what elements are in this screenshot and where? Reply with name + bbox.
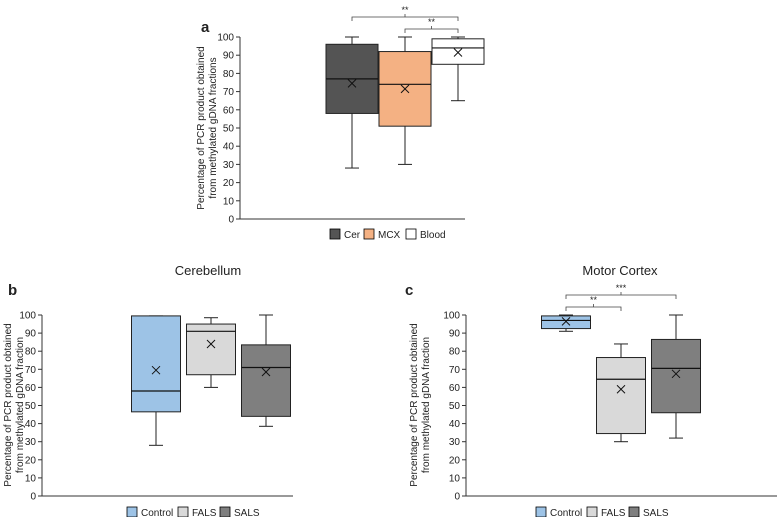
y-tick-label: 30	[449, 437, 461, 448]
y-tick-label: 90	[223, 51, 235, 62]
y-tick-label: 20	[25, 455, 37, 466]
significance-bracket	[404, 28, 459, 33]
panel-b-ylabel-line1: Percentage of PCR product obtained	[3, 323, 14, 486]
panel-c-ylabel-line1: Percentage of PCR product obtained	[409, 323, 420, 486]
panel-c: c Motor Cortex Percentage of PCR product…	[405, 263, 777, 517]
legend-label-sals: SALS	[234, 508, 260, 517]
panel-c-label: c	[405, 282, 413, 299]
y-tick-label: 20	[223, 178, 235, 189]
panel-b: b Cerebellum Percentage of PCR product o…	[3, 263, 293, 517]
panel-c-title: Motor Cortex	[582, 263, 658, 278]
panel-b-label: b	[8, 282, 17, 299]
panel-a-label: a	[201, 19, 210, 36]
panel-a-ylabel-line2: from methylated gDNA fractions	[208, 57, 219, 198]
panel-a-plot: 0 10 20 30 40 50 60 70 80 90 100 ** **	[217, 5, 485, 226]
mean-marker	[671, 369, 681, 379]
y-tick-label: 0	[454, 492, 460, 503]
legend-label-mcx: MCX	[378, 230, 401, 241]
y-tick-label: 70	[25, 365, 37, 376]
y-tick-label: 40	[449, 419, 461, 430]
significance-label: ***	[616, 283, 627, 293]
legend-swatch-control	[535, 506, 547, 517]
legend-swatch-sals	[219, 506, 231, 517]
legend-label-fals: FALS	[192, 508, 217, 517]
y-tick-label: 100	[443, 311, 460, 322]
y-tick-label: 100	[19, 311, 36, 322]
box-sals	[651, 338, 701, 414]
legend-label-control: Control	[141, 508, 173, 517]
y-tick-label: 80	[25, 347, 37, 358]
mean-marker	[151, 365, 161, 375]
y-tick-label: 0	[228, 215, 234, 226]
significance-label: **	[401, 5, 409, 15]
y-tick-label: 70	[449, 365, 461, 376]
panel-a-legend: Cer MCX Blood	[329, 228, 446, 241]
y-tick-label: 50	[223, 124, 235, 135]
mean-marker	[206, 339, 216, 349]
legend-label-fals: FALS	[601, 508, 626, 517]
panel-c-legend: Control FALS SALS	[535, 506, 669, 517]
y-tick-label: 10	[223, 196, 235, 207]
y-tick-label: 80	[449, 347, 461, 358]
y-tick-label: 90	[25, 329, 37, 340]
legend-swatch-fals	[586, 506, 598, 517]
legend-label-control: Control	[550, 508, 582, 517]
mean-marker	[616, 384, 626, 394]
legend-swatch-sals	[628, 506, 640, 517]
y-tick-label: 80	[223, 69, 235, 80]
legend-label-sals: SALS	[643, 508, 669, 517]
y-tick-label: 0	[30, 492, 36, 503]
box-control	[131, 315, 181, 413]
box-fals	[186, 323, 236, 376]
box-control	[541, 315, 591, 330]
mean-marker	[261, 367, 271, 377]
legend-swatch-cer	[329, 228, 341, 240]
y-tick-label: 60	[449, 383, 461, 394]
panel-b-plot: 0 10 20 30 40 50 60 70 80 90 100	[19, 311, 293, 503]
y-tick-label: 30	[223, 160, 235, 171]
panel-b-legend: Control FALS SALS	[126, 506, 260, 517]
y-tick-label: 60	[25, 383, 37, 394]
significance-bracket	[565, 306, 622, 311]
y-tick-label: 10	[449, 473, 461, 484]
legend-swatch-blood	[405, 228, 417, 240]
mean-marker	[561, 316, 571, 326]
y-tick-label: 10	[25, 473, 37, 484]
panel-a-ylabel-line1: Percentage of PCR product obtained	[196, 46, 207, 209]
mean-marker	[347, 79, 357, 88]
panel-c-ylabel-line2: from methylated gDNA fraction	[421, 337, 432, 473]
mean-marker	[453, 48, 463, 57]
y-tick-label: 50	[449, 401, 461, 412]
y-tick-label: 20	[449, 455, 461, 466]
panel-a: a Percentage of PCR product obtained fro…	[196, 5, 485, 241]
y-tick-label: 30	[25, 437, 37, 448]
legend-swatch-control	[126, 506, 138, 517]
box-fals	[596, 357, 646, 435]
y-tick-label: 40	[223, 142, 235, 153]
y-tick-label: 40	[25, 419, 37, 430]
legend-swatch-mcx	[363, 228, 375, 240]
y-tick-label: 100	[217, 33, 234, 44]
mean-marker	[400, 84, 410, 94]
y-tick-label: 90	[449, 329, 461, 340]
legend-label-blood: Blood	[420, 230, 446, 241]
panel-b-ylabel-line2: from methylated gDNA fraction	[15, 337, 26, 473]
y-tick-label: 70	[223, 87, 235, 98]
significance-bracket	[565, 294, 677, 299]
box-sals	[241, 344, 291, 417]
y-tick-label: 60	[223, 105, 235, 116]
legend-label-cer: Cer	[344, 230, 361, 241]
significance-label: **	[428, 17, 436, 27]
significance-label: **	[590, 295, 598, 305]
significance-bracket	[351, 16, 459, 21]
box-blood	[431, 38, 485, 65]
y-tick-label: 50	[25, 401, 37, 412]
panel-b-title: Cerebellum	[175, 263, 241, 278]
legend-swatch-fals	[177, 506, 189, 517]
